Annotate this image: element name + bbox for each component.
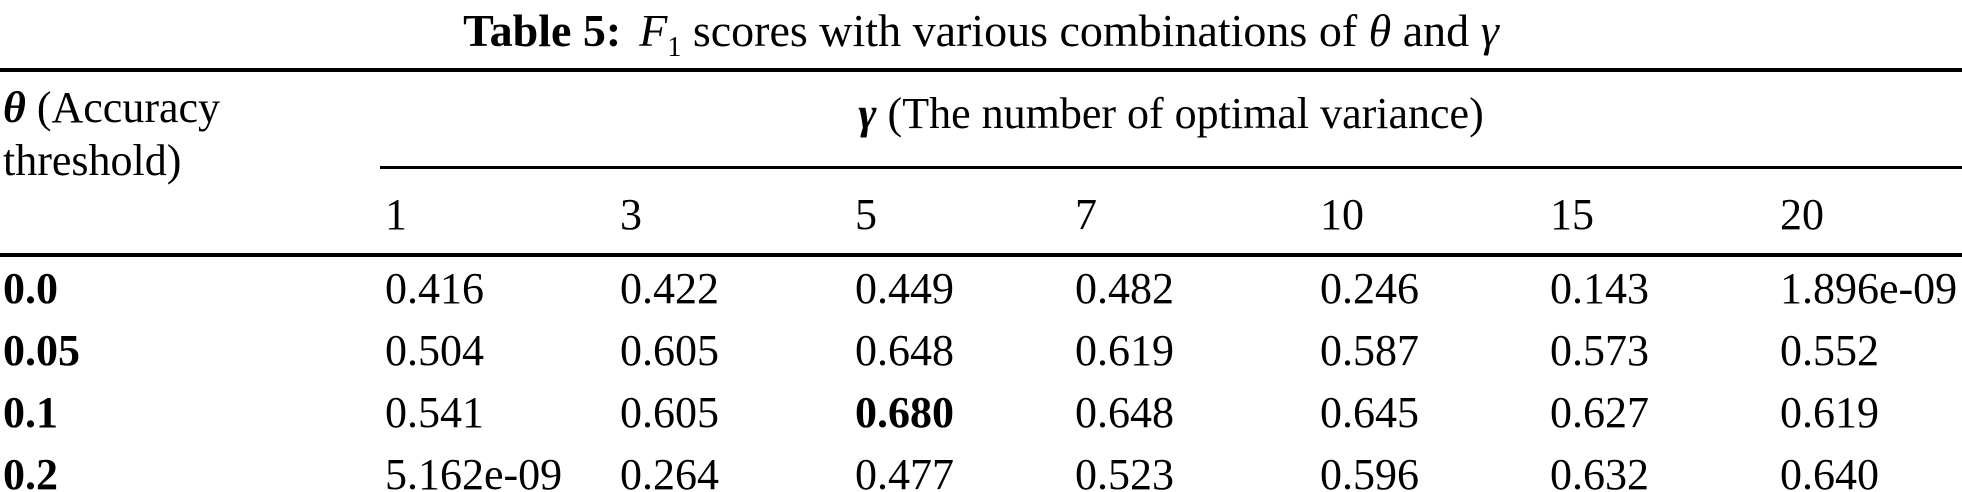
theta-header-label: (Accuracy threshold) [3, 83, 221, 185]
theta-header-symbol: θ [3, 83, 26, 132]
cell-value: 0.477 [855, 449, 954, 492]
cell-value: 0.640 [1780, 449, 1879, 492]
table-row: 0.1 0.541 0.605 0.680 0.648 0.645 0.627 … [0, 381, 1962, 443]
row-label: 0.1 [3, 387, 58, 437]
cell-value: 0.449 [855, 263, 954, 313]
cell-value: 0.246 [1320, 263, 1419, 313]
cell-value: 0.587 [1320, 325, 1419, 375]
cell-value: 0.504 [385, 325, 484, 375]
row-label: 0.05 [3, 325, 80, 375]
row-variable-header: θ (Accuracy threshold) [0, 70, 380, 257]
column-header-7: 7 [1070, 167, 1315, 257]
column-header-1: 1 [380, 167, 615, 257]
column-header-10: 10 [1315, 167, 1545, 257]
column-variable-header: γ (The number of optimal variance) [380, 70, 1962, 169]
f1-symbol: F [639, 5, 668, 56]
cell-value: 0.619 [1780, 387, 1879, 437]
cell-value: 0.645 [1320, 387, 1419, 437]
row-label: 0.0 [3, 263, 58, 313]
cell-value: 0.619 [1075, 325, 1174, 375]
cell-value: 0.648 [855, 325, 954, 375]
f1-subscript: 1 [667, 32, 682, 64]
cell-value: 0.482 [1075, 263, 1174, 313]
row-label: 0.2 [3, 449, 58, 492]
cell-value: 0.632 [1550, 449, 1649, 492]
cell-value: 0.596 [1320, 449, 1419, 492]
column-header-15: 15 [1545, 167, 1775, 257]
cell-value: 0.541 [385, 387, 484, 437]
cell-value: 0.264 [620, 449, 719, 492]
table-row: 0.2 5.162e-09 0.264 0.477 0.523 0.596 0.… [0, 443, 1962, 492]
cell-value: 0.627 [1550, 387, 1649, 437]
cell-value: 0.605 [620, 325, 719, 375]
table-caption: Table 5: F1 scores with various combinati… [0, 0, 1962, 68]
cell-value: 0.416 [385, 263, 484, 313]
gamma-header-label: (The number of optimal variance) [876, 89, 1484, 138]
gamma-values-header-row: 1 3 5 7 10 15 20 [0, 167, 1962, 257]
cell-value: 0.573 [1550, 325, 1649, 375]
cell-value: 5.162e-09 [385, 449, 563, 492]
cell-value: 0.523 [1075, 449, 1174, 492]
column-header-5: 5 [850, 167, 1070, 257]
cell-value: 0.143 [1550, 263, 1649, 313]
f1-scores-table: θ (Accuracy threshold) γ (The number of … [0, 68, 1962, 492]
table-row: 0.0 0.416 0.422 0.449 0.482 0.246 0.143 … [0, 255, 1962, 319]
table-row: 0.05 0.504 0.605 0.648 0.619 0.587 0.573… [0, 319, 1962, 381]
column-header-20: 20 [1775, 167, 1962, 257]
gamma-symbol: γ [1480, 5, 1499, 56]
cell-value: 0.552 [1780, 325, 1879, 375]
table-number-label: Table 5: [463, 5, 622, 56]
cell-value: 1.896e-09 [1780, 263, 1958, 313]
gamma-header-symbol: γ [858, 89, 877, 138]
cell-value: 0.648 [1075, 387, 1174, 437]
best-f1-cell-value: 0.680 [855, 387, 954, 437]
cell-value: 0.605 [620, 387, 719, 437]
caption-connector: and [1391, 5, 1481, 56]
cell-value: 0.422 [620, 263, 719, 313]
theta-symbol: θ [1368, 5, 1392, 56]
caption-text: scores with various combinations of [681, 5, 1369, 56]
column-header-3: 3 [615, 167, 850, 257]
